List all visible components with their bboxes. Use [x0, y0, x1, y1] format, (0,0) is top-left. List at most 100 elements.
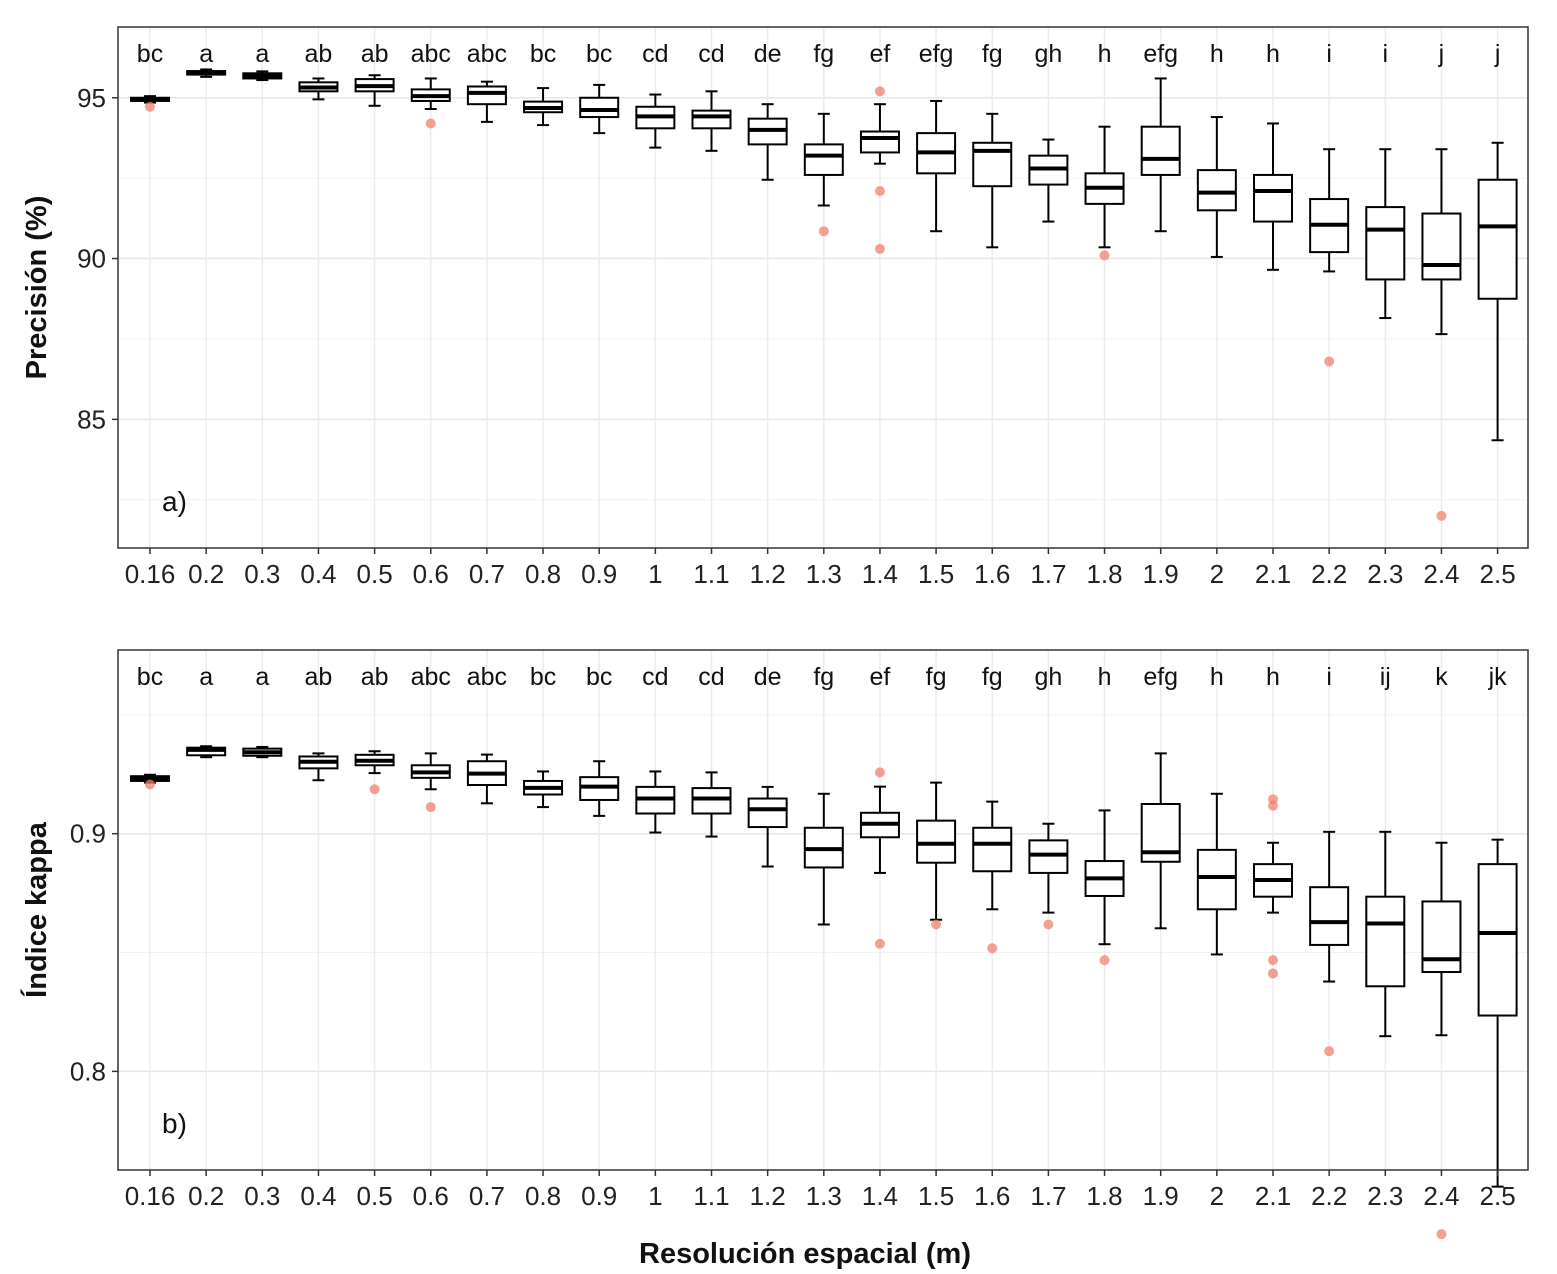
group-letter: de	[754, 663, 782, 691]
x-tick-label: 1.1	[693, 559, 729, 589]
group-letter: de	[754, 40, 782, 68]
group-letter: ab	[305, 40, 333, 68]
group-letter: h	[1266, 663, 1280, 691]
box-1.1	[691, 90, 732, 152]
box-iqr	[1365, 206, 1406, 281]
x-tick-label: 1.1	[693, 1181, 729, 1211]
x-tick-label: 2.5	[1480, 1181, 1516, 1211]
box-1.8	[1084, 809, 1125, 966]
x-tick-label: 2.5	[1480, 559, 1516, 589]
group-letter: efg	[1143, 663, 1178, 691]
outlier-point	[145, 779, 155, 790]
group-letter: j	[1494, 40, 1501, 68]
group-letter: ab	[361, 40, 389, 68]
box-1.9	[1140, 77, 1181, 233]
box-2.2	[1309, 148, 1350, 367]
box-1	[635, 93, 676, 149]
box-0.2	[186, 745, 227, 759]
x-tick-label: 0.8	[525, 559, 561, 589]
box-1.7	[1028, 138, 1069, 223]
x-tick-label: 2.4	[1423, 1181, 1459, 1211]
box-0.2	[186, 68, 227, 78]
x-tick-label: 0.3	[244, 559, 280, 589]
box-1.7	[1028, 822, 1069, 930]
x-tick-label: 0.9	[581, 1181, 617, 1211]
group-letter: h	[1098, 663, 1112, 691]
box-2.4	[1421, 841, 1462, 1240]
x-tick-label: 2.3	[1367, 559, 1403, 589]
outlier-point	[369, 784, 380, 795]
group-letter: a	[255, 40, 269, 68]
y-tick-label: 95	[77, 83, 106, 113]
x-tick-label: 0.5	[357, 1181, 393, 1211]
box-iqr	[916, 819, 957, 864]
group-letter: jk	[1488, 663, 1508, 691]
box-1.9	[1140, 752, 1181, 930]
box-0.3	[242, 745, 283, 759]
y-tick-label: 90	[77, 244, 106, 274]
x-tick-label: 1.2	[750, 1181, 786, 1211]
x-tick-label: 0.2	[188, 1181, 224, 1211]
group-letter: i	[1383, 40, 1389, 68]
y-tick-label: 85	[77, 404, 106, 434]
outlier-point	[1268, 955, 1278, 966]
box-2.3	[1365, 148, 1406, 320]
x-tick-label: 1.5	[918, 1181, 954, 1211]
x-tick-label: 1.7	[1030, 1181, 1066, 1211]
outlier-point	[1043, 919, 1054, 930]
outlier-point	[987, 943, 998, 954]
group-letter: a	[199, 663, 213, 691]
group-letter: abc	[467, 663, 507, 691]
group-letter: k	[1435, 663, 1448, 691]
outlier-point	[1268, 968, 1278, 979]
group-letter: h	[1266, 40, 1280, 68]
x-tick-label: 0.7	[469, 1181, 505, 1211]
box-2.1	[1253, 122, 1293, 271]
group-letter: efg	[1143, 40, 1178, 68]
group-letter: abc	[411, 40, 451, 68]
outlier-point	[1099, 955, 1110, 966]
box-0.8	[523, 770, 564, 809]
box-2.5	[1477, 141, 1518, 442]
box-0.5	[354, 750, 395, 795]
x-tick-label: 1.5	[918, 559, 954, 589]
group-letter: efg	[919, 40, 954, 68]
x-tick-label: 0.3	[244, 1181, 280, 1211]
box-1.5	[916, 781, 957, 930]
box-iqr	[1421, 212, 1462, 281]
box-iqr	[1196, 848, 1237, 911]
group-letter: gh	[1034, 40, 1062, 68]
box-iqr	[803, 143, 844, 176]
x-tick-label: 0.4	[300, 1181, 336, 1211]
outlier-point	[818, 226, 829, 237]
outlier-point	[1436, 510, 1447, 521]
x-tick-label: 1.6	[974, 559, 1010, 589]
group-letter: bc	[530, 40, 556, 68]
x-tick-label: 0.5	[357, 559, 393, 589]
x-tick-label: 1.3	[806, 1181, 842, 1211]
box-2	[1196, 792, 1237, 956]
box-iqr	[466, 85, 507, 106]
x-tick-label: 1.7	[1030, 559, 1066, 589]
group-letter: fg	[926, 663, 947, 691]
x-axis-title: Resolución espacial (m)	[639, 1238, 971, 1270]
box-iqr	[972, 826, 1013, 873]
box-0.5	[354, 74, 395, 107]
x-tick-label: 1.3	[806, 559, 842, 589]
box-0.16	[130, 773, 170, 790]
x-tick-label: 1.2	[750, 559, 786, 589]
group-letter: a	[199, 40, 213, 68]
x-tick-label: 0.6	[413, 1181, 449, 1211]
group-letter: a	[255, 663, 269, 691]
x-tick-label: 0.7	[469, 559, 505, 589]
x-tick-label: 0.16	[125, 559, 176, 589]
panel-label: a)	[162, 486, 187, 517]
x-tick-label: 1	[648, 1181, 662, 1211]
group-letter: bc	[137, 663, 163, 691]
x-tick-label: 1.9	[1143, 559, 1179, 589]
group-letter: h	[1210, 663, 1224, 691]
x-tick-label: 2.4	[1423, 559, 1459, 589]
box-1.2	[747, 785, 788, 868]
box-0.7	[466, 80, 507, 123]
box-1.1	[691, 771, 732, 838]
